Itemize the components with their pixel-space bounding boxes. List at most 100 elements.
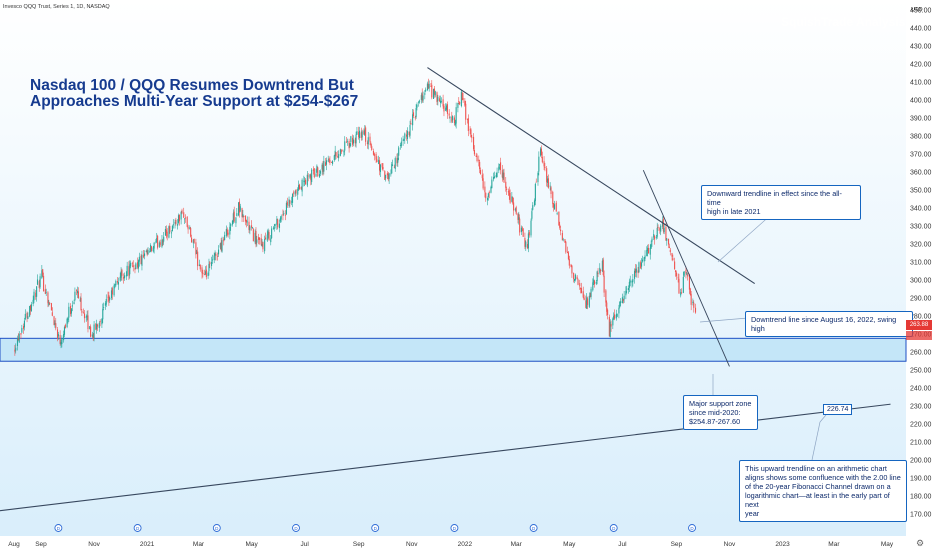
candle-body bbox=[338, 154, 340, 159]
candle-body bbox=[654, 235, 656, 240]
y-tick-label: 280.00 bbox=[910, 314, 932, 321]
candle-body bbox=[254, 232, 256, 243]
candle-body bbox=[172, 224, 174, 226]
candle-body bbox=[387, 174, 389, 180]
candle-body bbox=[23, 326, 25, 329]
callout-support-zone[interactable]: Major support zone since mid-2020: $254.… bbox=[683, 395, 758, 430]
symbol-info: Invesco QQQ Trust, Series 1, 1D, NASDAQ bbox=[3, 4, 110, 10]
candle-body bbox=[241, 208, 243, 218]
callout-downtrend-line[interactable]: Downtrend line since August 16, 2022, sw… bbox=[745, 311, 913, 337]
candle-body bbox=[364, 129, 366, 136]
candle-body bbox=[294, 191, 296, 195]
candle-body bbox=[192, 239, 194, 244]
candle-body bbox=[225, 228, 227, 236]
candle-body bbox=[23, 320, 25, 328]
candle-body bbox=[439, 98, 441, 102]
candle-body bbox=[271, 228, 273, 239]
candle-body bbox=[295, 189, 297, 194]
candle-body bbox=[603, 275, 605, 293]
candle-body bbox=[132, 265, 134, 268]
candle-body bbox=[379, 164, 381, 173]
candle-body bbox=[404, 133, 406, 139]
candle-body bbox=[473, 149, 475, 155]
candle-body bbox=[464, 100, 466, 106]
candle-body bbox=[277, 219, 279, 228]
candle-body bbox=[606, 302, 608, 312]
candle-body bbox=[251, 225, 253, 228]
candle-body bbox=[315, 173, 317, 177]
candle-body bbox=[659, 228, 661, 231]
candle-body bbox=[164, 229, 166, 236]
candle-body bbox=[291, 193, 294, 203]
candle-body bbox=[398, 147, 400, 156]
x-tick-label: May bbox=[563, 541, 576, 548]
candle-body bbox=[501, 170, 503, 178]
candle-body bbox=[47, 292, 49, 304]
candle-body bbox=[191, 237, 193, 243]
candle-body bbox=[586, 297, 588, 309]
candle-body bbox=[593, 279, 595, 283]
candle-body bbox=[409, 125, 411, 136]
x-tick-label: Jul bbox=[301, 541, 310, 548]
callout-upward-trendline[interactable]: This upward trendline on an arithmetic c… bbox=[739, 460, 907, 522]
dividend-marker-icon bbox=[688, 524, 696, 532]
candle-body bbox=[178, 214, 180, 222]
dividend-marker-icon bbox=[371, 524, 380, 532]
candle-body bbox=[67, 318, 69, 320]
candle-body bbox=[424, 93, 426, 95]
candle-body bbox=[388, 173, 390, 179]
dividend-marker-icon bbox=[609, 524, 618, 532]
y-tick-label: 250.00 bbox=[910, 368, 932, 375]
candle-body bbox=[180, 212, 182, 220]
candle-body bbox=[393, 166, 395, 168]
candle-body bbox=[201, 267, 203, 274]
candle-body bbox=[114, 284, 116, 286]
candle-body bbox=[340, 151, 342, 153]
candle-body bbox=[348, 141, 350, 149]
candle-body bbox=[607, 309, 609, 316]
candle-body bbox=[301, 179, 303, 192]
candle-body bbox=[663, 228, 665, 233]
candle-body bbox=[331, 162, 333, 163]
candle-body bbox=[233, 211, 235, 222]
candle-body bbox=[505, 181, 507, 188]
candle-body bbox=[640, 262, 642, 269]
candle-body bbox=[641, 262, 643, 267]
candle-body bbox=[428, 84, 430, 89]
candle-body bbox=[512, 197, 514, 203]
candle-body bbox=[499, 162, 502, 171]
downward-trendline bbox=[427, 67, 756, 285]
candle-body bbox=[70, 306, 72, 315]
candle-body bbox=[580, 287, 582, 290]
candle-body bbox=[431, 84, 433, 98]
y-tick-label: 450.00 bbox=[910, 8, 932, 15]
candle-body bbox=[285, 202, 287, 215]
y-tick-label: 410.00 bbox=[910, 80, 932, 87]
x-tick-label: 2023 bbox=[775, 541, 790, 548]
candle-body bbox=[394, 158, 396, 170]
chart-headline: Nasdaq 100 / QQQ Resumes Downtrend But A… bbox=[30, 77, 359, 110]
candle-body bbox=[433, 88, 435, 95]
candle-body bbox=[205, 269, 207, 278]
candle-body bbox=[53, 316, 55, 325]
candle-body bbox=[242, 214, 244, 217]
callout-downward-trendline[interactable]: Downward trendline in effect since the a… bbox=[701, 185, 861, 220]
candle-body bbox=[204, 271, 207, 275]
candle-body bbox=[484, 186, 486, 193]
y-tick-label: 390.00 bbox=[910, 116, 932, 123]
gear-icon[interactable]: ⚙ bbox=[916, 538, 925, 548]
candle-body bbox=[123, 275, 126, 279]
candle-body bbox=[358, 131, 360, 138]
candle-body bbox=[306, 174, 308, 186]
candle-body bbox=[481, 174, 483, 179]
candle-body bbox=[264, 237, 267, 240]
y-tick-label: 320.00 bbox=[910, 242, 932, 249]
candle-body bbox=[613, 315, 615, 320]
candle-body bbox=[582, 291, 584, 298]
candle-body bbox=[555, 202, 557, 212]
candle-body bbox=[385, 174, 387, 179]
candle-body bbox=[38, 281, 40, 289]
candle-body bbox=[488, 191, 490, 194]
candle-body bbox=[162, 241, 164, 243]
